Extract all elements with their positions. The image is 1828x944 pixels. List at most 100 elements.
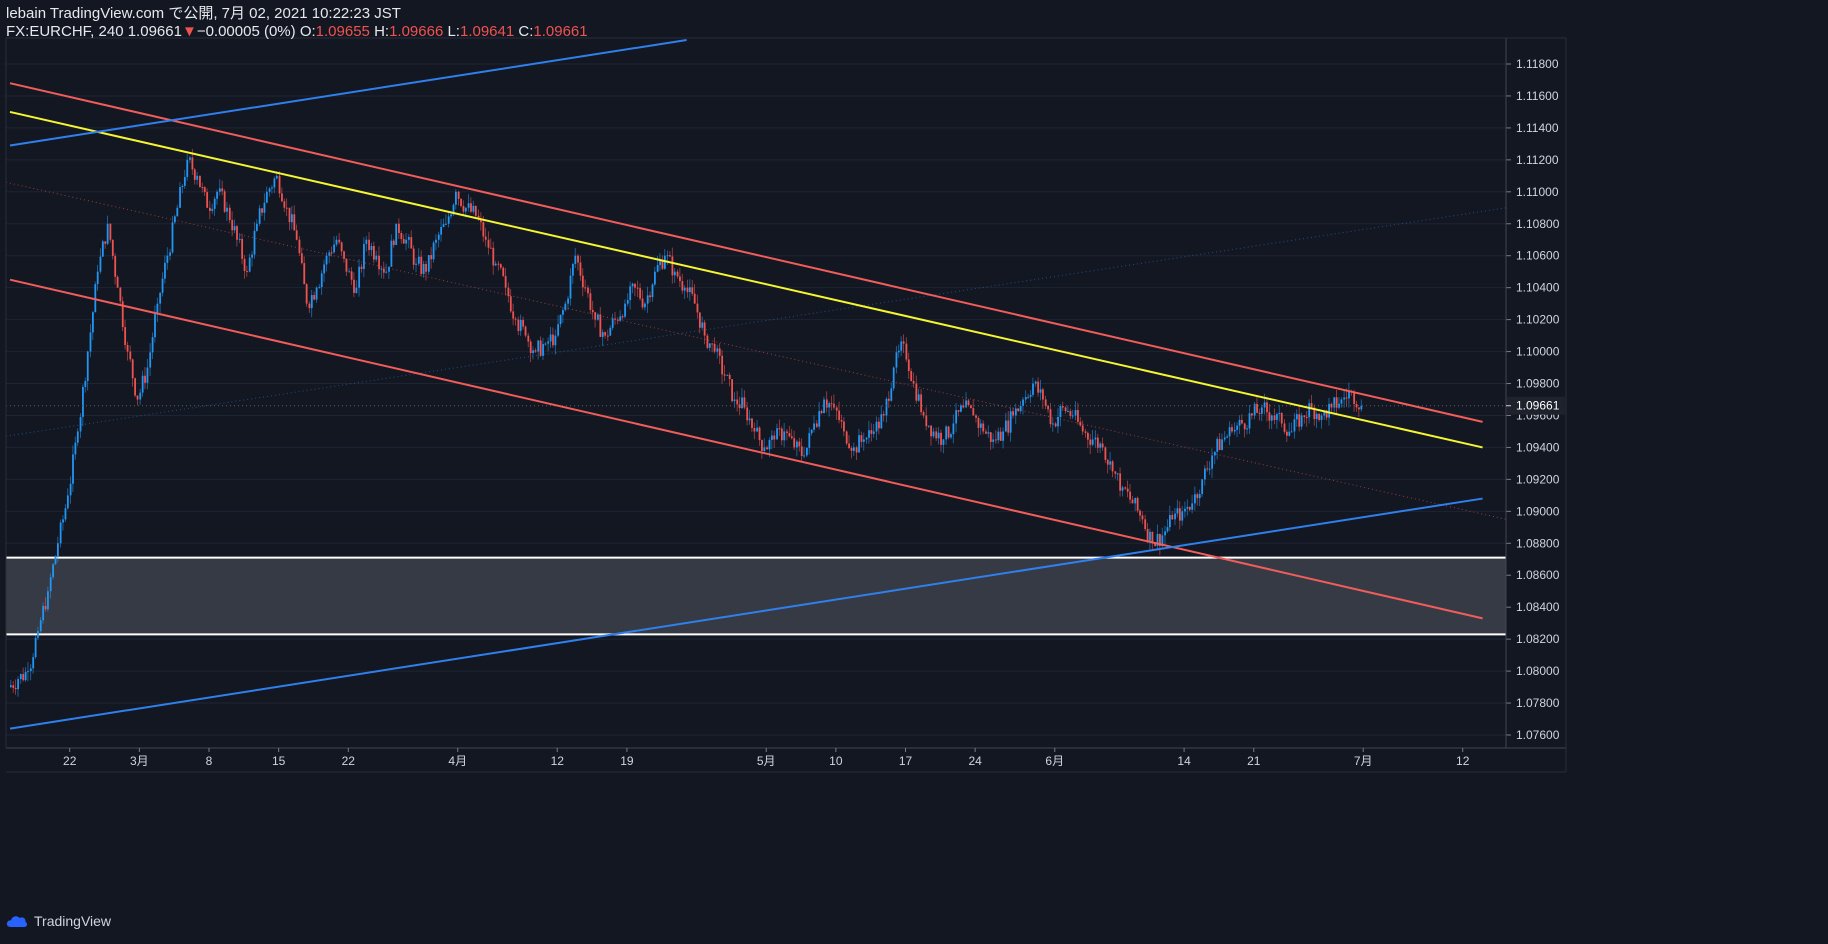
candle[interactable] xyxy=(820,411,823,414)
candle[interactable] xyxy=(1124,487,1127,489)
candle[interactable] xyxy=(860,435,863,442)
candle[interactable] xyxy=(166,255,169,263)
candle[interactable] xyxy=(1022,399,1024,406)
candle[interactable] xyxy=(1084,431,1087,433)
candle[interactable] xyxy=(1091,439,1094,445)
candle[interactable] xyxy=(1109,461,1112,465)
candle[interactable] xyxy=(522,319,525,327)
candle[interactable] xyxy=(295,230,298,240)
candle[interactable] xyxy=(878,421,880,429)
candle[interactable] xyxy=(1037,381,1040,393)
candle[interactable] xyxy=(793,438,796,448)
candle[interactable] xyxy=(1345,397,1348,399)
candle[interactable] xyxy=(14,687,17,690)
candle[interactable] xyxy=(149,352,152,368)
candle[interactable] xyxy=(1017,408,1020,412)
candle[interactable] xyxy=(1047,405,1049,410)
candle[interactable] xyxy=(644,303,646,308)
candle[interactable] xyxy=(723,374,726,376)
candle[interactable] xyxy=(141,375,144,393)
candle[interactable] xyxy=(335,239,338,245)
candle[interactable] xyxy=(368,239,370,251)
candle[interactable] xyxy=(34,637,37,658)
candle[interactable] xyxy=(982,423,985,432)
candle[interactable] xyxy=(375,255,378,260)
candle[interactable] xyxy=(408,237,410,240)
candle[interactable] xyxy=(970,405,972,409)
candle[interactable] xyxy=(348,271,351,273)
candle[interactable] xyxy=(1094,437,1097,440)
candle[interactable] xyxy=(713,343,716,352)
candle[interactable] xyxy=(888,398,890,401)
candle[interactable] xyxy=(106,223,109,244)
candle[interactable] xyxy=(47,591,49,610)
candle[interactable] xyxy=(999,431,1002,441)
candle[interactable] xyxy=(529,341,532,354)
candle[interactable] xyxy=(54,556,57,565)
candle[interactable] xyxy=(494,263,497,266)
candle[interactable] xyxy=(594,312,597,320)
candle[interactable] xyxy=(472,205,475,212)
candle[interactable] xyxy=(435,239,437,243)
candle[interactable] xyxy=(701,322,704,328)
candle[interactable] xyxy=(457,191,460,199)
candle[interactable] xyxy=(1181,511,1184,521)
candle[interactable] xyxy=(410,237,413,249)
candle[interactable] xyxy=(313,295,316,300)
candle[interactable] xyxy=(1114,471,1117,474)
candle[interactable] xyxy=(1318,413,1321,420)
candle[interactable] xyxy=(325,255,328,265)
candle[interactable] xyxy=(275,175,278,179)
candle[interactable] xyxy=(1166,527,1169,532)
candle[interactable] xyxy=(855,447,858,453)
candle[interactable] xyxy=(1121,487,1124,491)
candle[interactable] xyxy=(156,303,159,315)
candle[interactable] xyxy=(271,187,273,189)
candle[interactable] xyxy=(380,268,383,270)
candle[interactable] xyxy=(681,281,684,291)
candle[interactable] xyxy=(679,276,681,282)
candle[interactable] xyxy=(196,175,199,180)
candle[interactable] xyxy=(1328,403,1330,418)
candle[interactable] xyxy=(567,298,569,304)
candle[interactable] xyxy=(1131,499,1134,504)
candle[interactable] xyxy=(1156,533,1159,547)
candle[interactable] xyxy=(524,326,527,336)
candle[interactable] xyxy=(534,350,537,352)
candle[interactable] xyxy=(1221,439,1223,450)
blue-midline[interactable] xyxy=(5,207,1507,437)
candle[interactable] xyxy=(693,293,696,304)
candle[interactable] xyxy=(281,193,283,202)
candle[interactable] xyxy=(1104,447,1107,460)
candle[interactable] xyxy=(825,399,828,408)
candle[interactable] xyxy=(22,674,25,681)
candle[interactable] xyxy=(66,495,69,509)
candle[interactable] xyxy=(972,408,975,416)
candle[interactable] xyxy=(800,446,803,456)
candle[interactable] xyxy=(1106,459,1109,465)
candle[interactable] xyxy=(139,392,142,400)
channel-midline[interactable] xyxy=(5,181,1507,520)
candle[interactable] xyxy=(308,303,311,309)
candle[interactable] xyxy=(634,283,636,288)
candle[interactable] xyxy=(17,679,19,690)
candle[interactable] xyxy=(1315,413,1318,420)
candle[interactable] xyxy=(910,371,913,381)
candle[interactable] xyxy=(1231,427,1233,432)
candle[interactable] xyxy=(1081,425,1084,432)
candle[interactable] xyxy=(758,427,761,441)
candle[interactable] xyxy=(291,214,293,223)
candle[interactable] xyxy=(646,295,649,304)
candle[interactable] xyxy=(1019,405,1022,412)
candle[interactable] xyxy=(171,222,174,253)
candle[interactable] xyxy=(251,254,253,258)
candle[interactable] xyxy=(1283,423,1286,432)
candle[interactable] xyxy=(756,427,759,432)
candle[interactable] xyxy=(828,403,831,408)
candle[interactable] xyxy=(1276,414,1278,420)
candle[interactable] xyxy=(1184,508,1186,512)
candle[interactable] xyxy=(905,343,908,360)
candle[interactable] xyxy=(689,287,691,293)
candle[interactable] xyxy=(487,239,490,248)
candle[interactable] xyxy=(1151,531,1154,544)
